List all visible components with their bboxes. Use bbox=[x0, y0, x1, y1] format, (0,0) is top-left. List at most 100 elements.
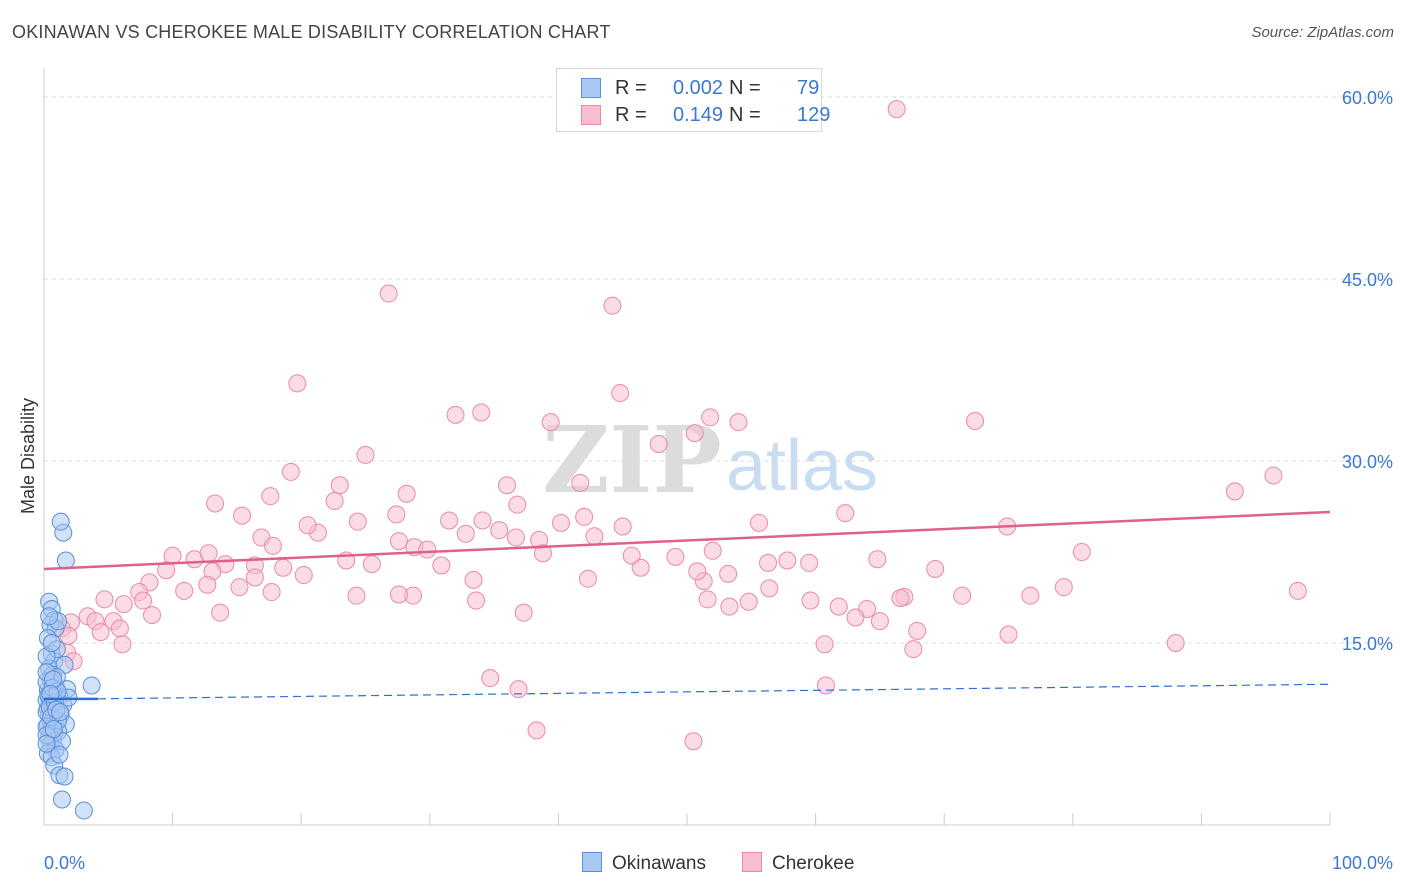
okinawan-point bbox=[82, 676, 101, 695]
bottom-legend-label-cherokee: Cherokee bbox=[772, 853, 855, 874]
cherokee-point bbox=[611, 384, 630, 403]
cherokee-point bbox=[701, 408, 720, 427]
okinawan-trend-extension bbox=[98, 683, 1331, 700]
cherokee-point bbox=[801, 591, 820, 610]
cherokee-point bbox=[274, 558, 293, 577]
legend-r-value: 0.002 bbox=[673, 77, 724, 99]
cherokee-point bbox=[198, 575, 217, 594]
cherokee-point bbox=[230, 578, 249, 597]
cherokee-point bbox=[288, 374, 307, 393]
cherokee-point bbox=[953, 586, 972, 605]
okinawan-point bbox=[50, 745, 69, 764]
bottom-legend-swatch-okinawans bbox=[582, 852, 602, 872]
cherokee-point bbox=[578, 569, 597, 588]
cherokee-point bbox=[506, 528, 525, 547]
cherokee-points bbox=[53, 100, 1307, 751]
legend-swatch-okinawans bbox=[581, 78, 601, 98]
cherokee-point bbox=[362, 555, 381, 574]
cherokee-point bbox=[829, 597, 848, 616]
cherokee-trend-line bbox=[43, 510, 1331, 571]
x-tick-label-0: 0.0% bbox=[44, 853, 85, 873]
cherokee-point bbox=[904, 640, 923, 659]
cherokee-point bbox=[631, 558, 650, 577]
y-tick-label: 30.0% bbox=[1342, 452, 1393, 472]
okinawan-point bbox=[37, 734, 56, 753]
cherokee-point bbox=[298, 516, 317, 535]
cherokee-point bbox=[613, 517, 632, 536]
cherokee-point bbox=[585, 527, 604, 546]
cherokee-point bbox=[729, 413, 748, 432]
cherokee-point bbox=[622, 546, 641, 565]
cherokee-point bbox=[999, 625, 1018, 644]
cherokee-point bbox=[490, 521, 509, 540]
cherokee-point bbox=[157, 561, 176, 580]
cherokee-point bbox=[739, 592, 758, 611]
cherokee-point bbox=[541, 413, 560, 432]
cherokee-point bbox=[688, 562, 707, 581]
legend-box: R = 0.002 N = 79 R = 0.149 N = 129 bbox=[556, 68, 830, 132]
cherokee-point bbox=[684, 732, 703, 751]
cherokee-point bbox=[134, 591, 153, 610]
bottom-legend-okinawans: Okinawans bbox=[582, 852, 706, 875]
cherokee-point bbox=[1288, 581, 1307, 600]
cherokee-point bbox=[432, 556, 451, 575]
cherokee-point bbox=[143, 606, 162, 625]
okinawan-point bbox=[51, 703, 70, 722]
cherokee-point bbox=[446, 405, 465, 424]
cherokee-point bbox=[206, 494, 225, 513]
cherokee-point bbox=[481, 669, 500, 688]
cherokee-point bbox=[514, 603, 533, 622]
cherokee-point bbox=[464, 570, 483, 589]
legend-n-label: N = bbox=[729, 77, 761, 99]
legend-n-value: 129 bbox=[797, 104, 831, 126]
cherokee-point bbox=[473, 511, 492, 530]
cherokee-point bbox=[966, 411, 985, 430]
watermark-zip: ZIP bbox=[542, 406, 721, 514]
legend-swatch-cherokee bbox=[581, 105, 601, 125]
okinawan-points bbox=[37, 512, 101, 820]
cherokee-point bbox=[389, 532, 408, 551]
legend-r-label: R = bbox=[615, 77, 647, 99]
cherokee-point bbox=[836, 504, 855, 523]
cherokee-point bbox=[891, 589, 910, 608]
cherokee-point bbox=[1166, 634, 1185, 652]
cherokee-point bbox=[356, 445, 375, 464]
cherokee-point bbox=[294, 566, 313, 585]
cherokee-point bbox=[719, 564, 738, 583]
cherokee-point bbox=[720, 597, 739, 616]
cherokee-point bbox=[508, 495, 527, 514]
y-tick-label: 15.0% bbox=[1342, 634, 1393, 654]
cherokee-point bbox=[387, 505, 406, 524]
legend-r-label: R = bbox=[615, 104, 647, 126]
cherokee-point bbox=[527, 721, 546, 740]
cherokee-point bbox=[113, 635, 132, 654]
cherokee-point bbox=[649, 435, 668, 454]
cherokee-point bbox=[509, 680, 528, 699]
bottom-legend-swatch-cherokee bbox=[742, 852, 762, 872]
okinawan-point bbox=[74, 801, 93, 820]
cherokee-point bbox=[703, 541, 722, 560]
cherokee-point bbox=[379, 284, 398, 303]
cherokee-point bbox=[1225, 482, 1244, 501]
cherokee-point bbox=[666, 547, 685, 566]
cherokee-point bbox=[815, 635, 834, 654]
legend-r-value: 0.149 bbox=[673, 104, 724, 126]
cherokee-point bbox=[760, 579, 779, 598]
cherokee-point bbox=[926, 559, 945, 578]
cherokee-point bbox=[262, 583, 281, 602]
watermark-atlas: atlas bbox=[726, 426, 878, 506]
source-label: Source: ZipAtlas.com bbox=[1251, 24, 1394, 41]
cherokee-point bbox=[263, 536, 282, 555]
trend-layer bbox=[43, 510, 1331, 701]
cherokee-point bbox=[846, 608, 865, 627]
cherokee-point bbox=[816, 676, 835, 695]
cherokee-point bbox=[418, 540, 437, 559]
cherokee-point bbox=[887, 100, 906, 119]
legend-n-value: 79 bbox=[797, 77, 820, 99]
cherokee-point bbox=[440, 511, 459, 530]
chart-title: OKINAWAN VS CHEROKEE MALE DISABILITY COR… bbox=[12, 22, 611, 42]
cherokee-point bbox=[759, 553, 778, 572]
cherokee-point bbox=[348, 512, 367, 531]
cherokee-point bbox=[199, 544, 218, 563]
cherokee-point bbox=[261, 487, 280, 506]
